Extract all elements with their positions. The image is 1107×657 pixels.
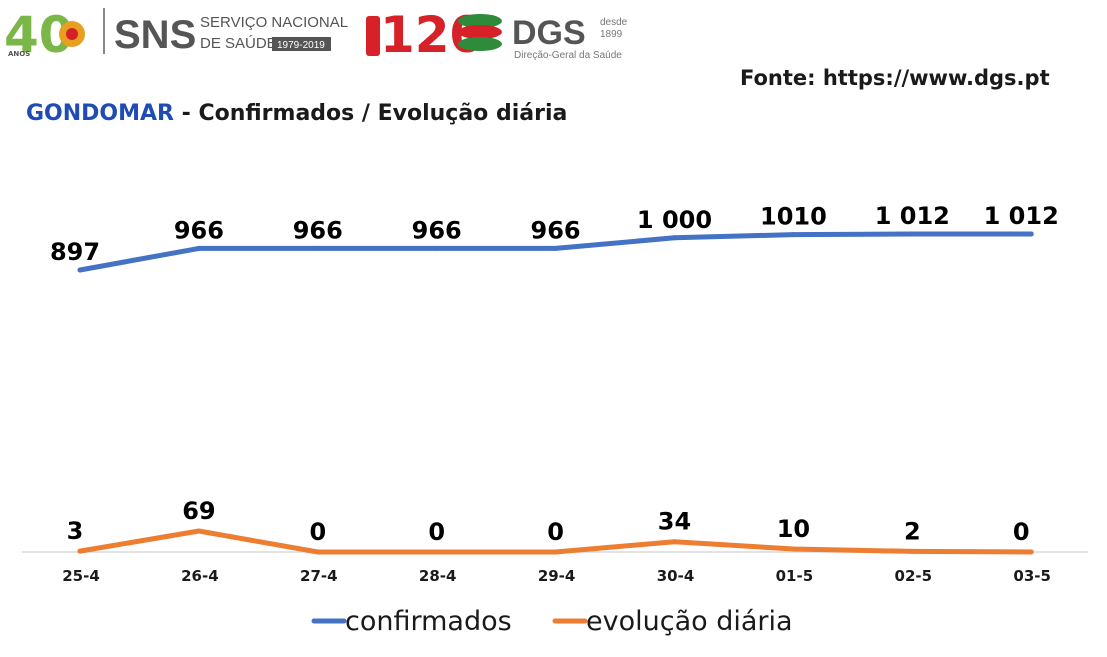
- data-point-confirmados: [909, 231, 915, 237]
- logo-40-anos: ANOS: [8, 50, 30, 58]
- data-label-evolucao-diaria: 2: [904, 517, 921, 545]
- data-point-evolucao-diaria: [434, 549, 440, 555]
- x-tick-label: 26-4: [181, 567, 219, 585]
- data-label-confirmados: 1 000: [637, 206, 712, 234]
- data-point-confirmados: [790, 232, 796, 238]
- data-label-evolucao-diaria: 3: [67, 517, 84, 545]
- sns-years-badge: [272, 37, 331, 51]
- data-label-confirmados: 897: [50, 238, 100, 266]
- data-point-evolucao-diaria: [1028, 549, 1034, 555]
- data-label-evolucao-diaria: 10: [777, 515, 810, 543]
- data-label-confirmados: 1010: [760, 203, 827, 231]
- source-text: Fonte: https://www.dgs.pt: [740, 66, 1050, 90]
- x-tick-label: 27-4: [300, 567, 338, 585]
- sns-years: 1979-2019: [277, 40, 325, 51]
- data-label-confirmados: 966: [174, 216, 224, 244]
- data-label-evolucao-diaria: 0: [428, 518, 445, 546]
- chart-title: GONDOMAR - Confirmados / Evolução diária: [26, 101, 567, 126]
- data-point-confirmados: [77, 267, 83, 273]
- data-point-confirmados: [434, 245, 440, 251]
- sns-abbr: SNS: [114, 13, 196, 57]
- x-tick-label: 03-5: [1013, 567, 1051, 585]
- data-point-confirmados: [196, 245, 202, 251]
- x-tick-label: 30-4: [657, 567, 695, 585]
- logo-40-dot-icon: [66, 28, 78, 40]
- data-point-confirmados: [672, 235, 677, 241]
- plot-area: 897 966 966 966 966 1 000 1010 1 012 1 012 3 69 0 0 0…: [50, 202, 1059, 555]
- x-axis-ticks: 25-4 26-4 27-4 28-4 29-4 30-4 01-5 02-5 03-5: [62, 567, 1051, 585]
- data-point-evolucao-diaria: [672, 539, 677, 545]
- header-divider: [103, 8, 105, 54]
- data-label-confirmados: 966: [531, 216, 581, 244]
- x-tick-label: 02-5: [895, 567, 933, 585]
- legend-label-evolucao-diaria: evolução diária: [586, 606, 793, 637]
- dgs-abbr: DGS: [512, 14, 586, 52]
- data-point-confirmados: [1028, 231, 1034, 237]
- data-label-confirmados: 1 012: [984, 202, 1059, 230]
- sns-40-logo: 40 ANOS: [4, 6, 85, 64]
- data-point-confirmados: [553, 245, 559, 251]
- logo-120-anos: anos: [381, 22, 389, 41]
- dgs-full-name: Direção-Geral da Saúde: [514, 50, 622, 61]
- data-point-evolucao-diaria: [77, 548, 83, 554]
- data-label-evolucao-diaria: 0: [309, 518, 326, 546]
- data-label-confirmados: 966: [293, 216, 343, 244]
- x-tick-label: 01-5: [776, 567, 814, 585]
- dgs-logo: DGS desde 1899 Direção-Geral da Saúde: [512, 14, 628, 61]
- data-label-evolucao-diaria: 34: [658, 508, 691, 536]
- data-point-confirmados: [315, 245, 321, 251]
- data-label-evolucao-diaria: 69: [182, 497, 215, 525]
- data-label-confirmados: 966: [412, 216, 462, 244]
- x-tick-label: 25-4: [62, 567, 100, 585]
- dgs-year: 1899: [600, 29, 623, 40]
- chart-title-rest: - Confirmados / Evolução diária: [174, 101, 567, 126]
- chart-title-place: GONDOMAR: [26, 101, 174, 126]
- dgs-emblem-icon: [458, 14, 502, 51]
- x-tick-label: 29-4: [538, 567, 576, 585]
- dgs-desde: desde: [600, 17, 628, 28]
- x-tick-label: 28-4: [419, 567, 457, 585]
- legend-label-confirmados: confirmados: [345, 606, 512, 637]
- sns-line1: SERVIÇO NACIONAL: [200, 14, 348, 31]
- data-label-evolucao-diaria: 0: [1013, 518, 1030, 546]
- logo-120-tab: [366, 16, 380, 56]
- data-label-confirmados: 1 012: [875, 202, 950, 230]
- data-point-evolucao-diaria: [315, 549, 321, 555]
- data-point-evolucao-diaria: [909, 548, 915, 554]
- data-point-evolucao-diaria: [196, 528, 202, 534]
- data-label-evolucao-diaria: 0: [547, 518, 564, 546]
- legend: confirmados evolução diária: [311, 606, 793, 637]
- data-point-evolucao-diaria: [553, 549, 559, 555]
- sns-logo: SNS SERVIÇO NACIONAL DE SAÚDE 1979-2019: [114, 13, 348, 57]
- sns-line2: DE SAÚDE: [200, 35, 277, 52]
- data-point-evolucao-diaria: [790, 546, 796, 552]
